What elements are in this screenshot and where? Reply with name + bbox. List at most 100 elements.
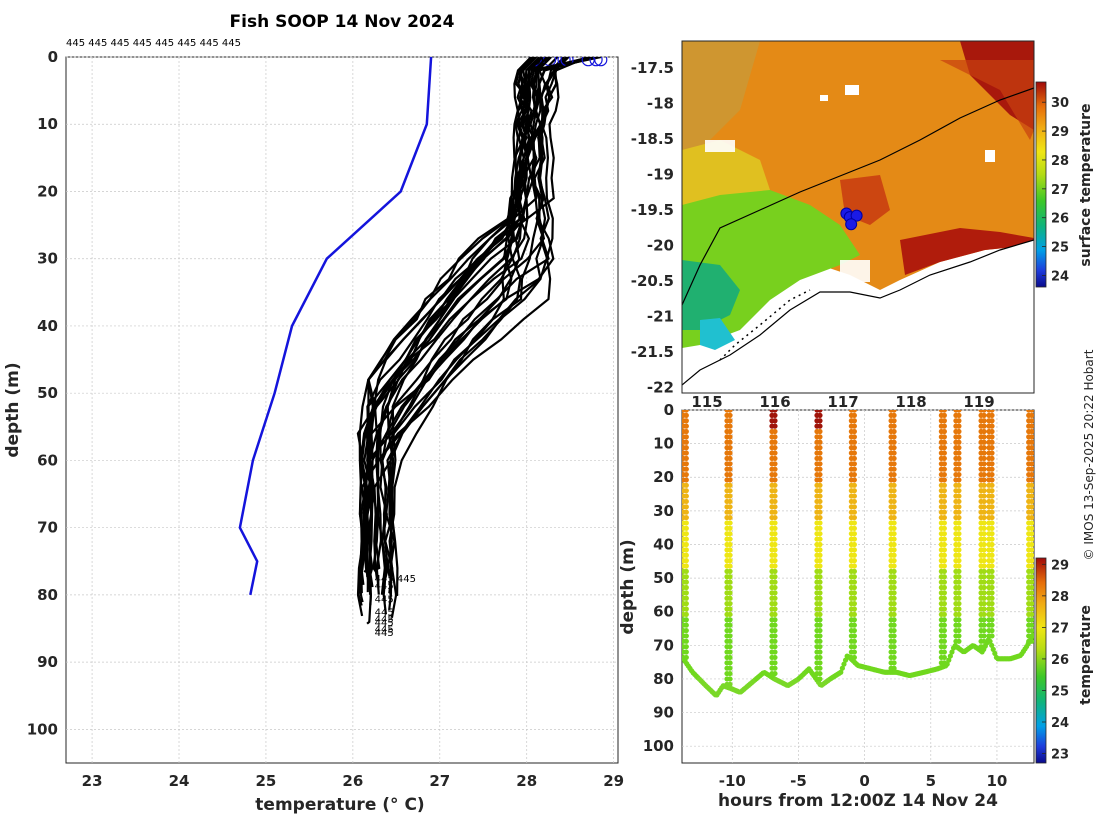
time-profile-point (851, 493, 857, 499)
time-profile-point (772, 558, 778, 564)
time-profile-point (941, 568, 947, 574)
map-lon-tick-label: 119 (963, 393, 994, 411)
time-profile-point (981, 471, 987, 478)
time-profile-point (941, 633, 947, 639)
time-profile-point (956, 552, 962, 558)
time-profile-point (1029, 498, 1034, 505)
map-frame (681, 40, 1035, 394)
colorbar-tick-label: 24 (1051, 269, 1069, 284)
time-profile-point (1029, 563, 1034, 569)
time-profile-point (772, 514, 778, 521)
map-lat-tick-label: -21 (647, 308, 674, 326)
time-profile-point (772, 601, 778, 607)
time-profile-point (1029, 445, 1034, 451)
map-profile-markers (840, 207, 863, 231)
map-axis-ticks: -17.5 -18 -18.5 -19 -19.5 -20 -20.5 -21 -21.5 -22… (631, 59, 995, 411)
time-bottom-point (989, 642, 995, 648)
time-profile-point (941, 514, 947, 521)
time-profile-point (727, 525, 733, 531)
time-profile-point (817, 498, 823, 505)
time-profile-point (817, 439, 823, 445)
time-profile-point (772, 670, 778, 677)
time-profile-point (941, 552, 947, 558)
time-profile-point (989, 606, 995, 612)
time-profile-point (981, 638, 987, 644)
profile-line (362, 57, 543, 625)
colorbar-tick-label: 25 (1051, 241, 1069, 256)
profile-end-label: 445 445 (375, 574, 416, 585)
time-profile-point (851, 617, 857, 623)
time-profile-point (817, 418, 823, 424)
time-bottom-point (949, 649, 955, 655)
time-profile-point (817, 676, 823, 682)
time-x-tick-label: -5 (790, 772, 807, 790)
profile-y-axis-label: depth (m) (3, 362, 23, 457)
time-profile-point (772, 445, 778, 451)
time-profile-point (851, 520, 857, 526)
time-profile-point (817, 434, 823, 440)
time-profile-point (1029, 418, 1034, 424)
time-profile-point (956, 439, 962, 445)
time-profile-point (989, 471, 995, 478)
time-profile-point (817, 410, 823, 413)
time-profile-point (981, 606, 987, 612)
time-profile-point (956, 445, 962, 451)
time-profile-point (1029, 455, 1034, 462)
time-profile-point (727, 493, 733, 499)
time-profile-point (981, 520, 987, 526)
time-profile-point (851, 525, 857, 531)
profile-surface-marker (589, 57, 603, 67)
time-profile-point (941, 644, 947, 650)
sst-map-field (682, 41, 1034, 393)
time-profile-point (1029, 488, 1034, 494)
time-profile-point (941, 434, 947, 440)
profile-line (384, 57, 550, 594)
time-profile-point (727, 617, 733, 623)
time-profile-point (683, 493, 689, 499)
time-profile-point (956, 627, 962, 634)
time-profile-point (772, 488, 778, 494)
time-profile-point (683, 622, 689, 628)
time-profile-point (727, 466, 733, 472)
temp-colorbar-ticks: 23 24 25 26 27 28 29 (1042, 558, 1069, 763)
time-profile-point (956, 493, 962, 499)
time-profile-point (956, 525, 962, 531)
time-profile-point (941, 611, 947, 618)
time-profile-point (772, 461, 778, 467)
time-profile-point (941, 471, 947, 478)
time-profile-point (941, 477, 947, 483)
time-profile-point (891, 428, 897, 435)
time-profile-point (956, 579, 962, 585)
time-profile-point (989, 595, 995, 601)
time-profile-point (956, 498, 962, 505)
time-profile-point (683, 574, 689, 580)
time-profile-point (891, 434, 897, 440)
sst-colorbar-label: surface temperature (1078, 103, 1094, 266)
time-profile-point (851, 536, 857, 542)
time-profile-point (956, 434, 962, 440)
time-profile-point (941, 428, 947, 435)
profile-end-label: 445 (375, 614, 394, 625)
time-profile-point (851, 477, 857, 483)
colorbar-tick-label: 26 (1051, 653, 1069, 668)
time-profile-point (981, 601, 987, 607)
profile-y-tick-label: 30 (37, 250, 58, 268)
time-profile-point (727, 638, 733, 644)
time-profile-point (989, 568, 995, 574)
time-profile-point (817, 633, 823, 639)
profile-end-label: 445 (375, 625, 394, 636)
time-profile-point (727, 531, 733, 537)
depth-contour (682, 87, 1034, 306)
time-profile-point (772, 579, 778, 585)
time-profile-point (772, 563, 778, 569)
time-profile-point (989, 434, 995, 440)
time-profile-point (989, 477, 995, 483)
time-profile-point (851, 627, 857, 634)
time-profile-point (851, 504, 857, 510)
time-profile-point (891, 455, 897, 462)
profile-end-label: 445 (375, 628, 394, 639)
colorbar-tick-label: 27 (1051, 621, 1069, 636)
time-profile-point (772, 584, 778, 591)
time-profile-point (772, 466, 778, 472)
